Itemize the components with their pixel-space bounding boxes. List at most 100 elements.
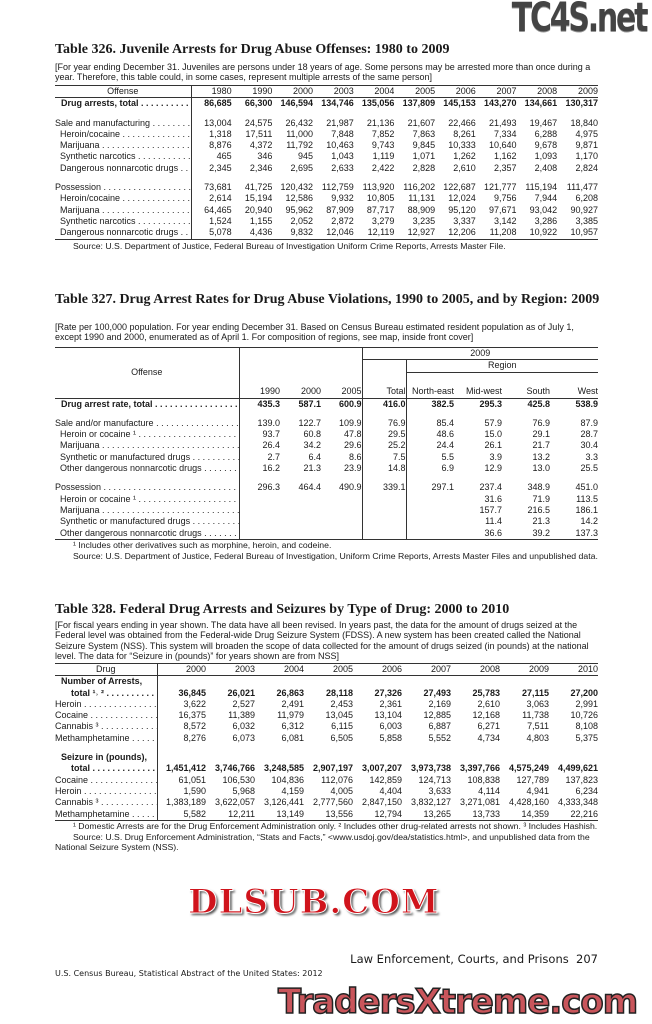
- row-label: Marijuana: [55, 440, 240, 452]
- table-cell: 3,271,081: [459, 797, 500, 808]
- row-label-text: Methamphetamine: [55, 808, 130, 819]
- row-label-text: Synthetic narcotics: [60, 215, 136, 226]
- table-cell: 120,432: [280, 182, 314, 193]
- table-cell: 13,733: [451, 808, 500, 821]
- table-cell: 4,159: [281, 785, 304, 796]
- table-cell: 1,590: [183, 785, 206, 796]
- table-cell: 6,288: [534, 128, 558, 139]
- table-cell: 111,477: [566, 182, 598, 193]
- table-cell: 25.2: [362, 440, 407, 452]
- table-cell: 1,383,189: [165, 797, 206, 808]
- row-label: Synthetic narcotics: [55, 151, 192, 163]
- leader-dots: [190, 516, 238, 526]
- table-cell: 28.7: [580, 429, 598, 440]
- table-cell: 5,375: [575, 732, 598, 743]
- leader-dots: [88, 775, 156, 785]
- table-cell: 12,046: [313, 227, 354, 240]
- table-cell: 12,586: [285, 193, 314, 204]
- leader-dots: [100, 140, 190, 150]
- row-label: total: [55, 763, 158, 775]
- table-cell: 2,991: [575, 698, 598, 709]
- table-cell: 13,045: [325, 710, 353, 721]
- table-cell: [549, 752, 598, 763]
- table-cell: 2,453: [330, 698, 353, 709]
- table-cell: [362, 516, 407, 528]
- table-cell: 600.9: [321, 398, 363, 410]
- table-cell: 122,687: [443, 182, 476, 193]
- table-cell: 3.9: [489, 451, 502, 462]
- table-cell: 4,005: [330, 785, 353, 796]
- table-cell: 4,372: [249, 140, 273, 151]
- table-cell: 3,337: [453, 215, 476, 226]
- page-number: 207: [576, 952, 598, 966]
- row-label: Synthetic narcotics: [55, 215, 192, 228]
- table-cell: 425.8: [527, 398, 550, 409]
- table-cell: 23.9: [321, 463, 363, 475]
- table-cell: 22,466: [448, 117, 476, 128]
- table-cell: [255, 676, 304, 688]
- table-cell: [157, 752, 206, 763]
- table-cell: 137,809: [402, 98, 436, 109]
- table-cell: 76.9: [362, 417, 407, 430]
- table-cell: 4,499,621: [557, 763, 598, 774]
- column-header: 2008: [516, 85, 558, 99]
- table-cell: 5.5: [441, 451, 454, 462]
- table-row: Other dangerous nonnarcotic drugs 16.2 21.…: [55, 463, 598, 475]
- table-cell: 13,004: [204, 117, 232, 128]
- table-cell: 10,922: [516, 227, 558, 240]
- table-cell: 1,170: [575, 151, 598, 162]
- watermark-dlsub: DLSUB.COM: [187, 882, 440, 922]
- row-label: Drug arrests, total: [55, 97, 192, 110]
- table-cell: 2,633: [331, 162, 354, 173]
- row-label-text: Other dangerous nonnarcotic drugs: [60, 463, 202, 474]
- leader-dots: [90, 763, 156, 773]
- table-cell: 216.5: [527, 504, 550, 515]
- table-cell: 142,859: [369, 774, 402, 785]
- table-cell: 26,863: [276, 687, 304, 698]
- leader-dots: [101, 482, 238, 492]
- header-region: Region: [406, 359, 598, 373]
- table-cell: 490.9: [321, 482, 363, 494]
- row-label: Synthetic or manufactured drugs: [55, 516, 240, 528]
- header-drug: Drug: [55, 663, 158, 677]
- table-cell: 21.3: [532, 516, 550, 527]
- table-cell: [321, 527, 363, 540]
- table-cell: 15,194: [244, 193, 273, 204]
- table-cell: 88,909: [407, 204, 436, 215]
- table-cell: [239, 494, 280, 505]
- table-cell: 22,216: [549, 808, 598, 821]
- table-cell: [239, 516, 280, 527]
- table-row: Sale and manufacturing 13,004 24,575 26,432…: [55, 117, 598, 129]
- table-cell: 10,640: [488, 140, 517, 151]
- table-cell: [362, 527, 407, 540]
- table-cell: 10,957: [557, 227, 598, 240]
- table-cell: 4,734: [477, 732, 500, 743]
- table-cell: 73,681: [204, 182, 232, 193]
- table-cell: 6,271: [477, 721, 500, 732]
- table-cell: 121,777: [483, 182, 517, 193]
- table-row: Heroin or cocaine ¹ 31.6 71.9 113.5: [55, 493, 598, 505]
- table-cell: 3,063: [526, 698, 549, 709]
- table-cell: 21,987: [326, 117, 354, 128]
- table-cell: 9,756: [493, 193, 517, 204]
- table-cell: 2,345: [209, 162, 232, 173]
- table-cell: 36,845: [178, 687, 206, 698]
- table-cell: 1,524: [209, 215, 232, 226]
- table-cell: 47.8: [321, 429, 363, 441]
- table-cell: 113.5: [576, 493, 598, 504]
- leader-dots: [178, 163, 190, 173]
- leader-dots: [139, 98, 190, 108]
- table-cell: 19,467: [529, 117, 558, 128]
- table-row: Synthetic or manufactured drugs 2.7 6.48.6…: [55, 451, 598, 464]
- table-cell: 5,552: [428, 732, 451, 743]
- table-cell: 2,052: [290, 215, 314, 226]
- table-row: Possession 73,681 41,725 120,432 112,759 113,…: [55, 182, 598, 194]
- table-cell: 8,876: [209, 140, 232, 151]
- table-cell: 4,803: [526, 732, 549, 743]
- table-cell: 3,633: [428, 785, 451, 796]
- row-label-text: Seizure in (pounds),: [61, 752, 148, 763]
- table-cell: 4,333,348: [557, 797, 598, 808]
- leader-dots: [101, 182, 190, 192]
- row-label: Cocaine: [55, 710, 158, 722]
- table-cell: 11.4: [485, 516, 502, 527]
